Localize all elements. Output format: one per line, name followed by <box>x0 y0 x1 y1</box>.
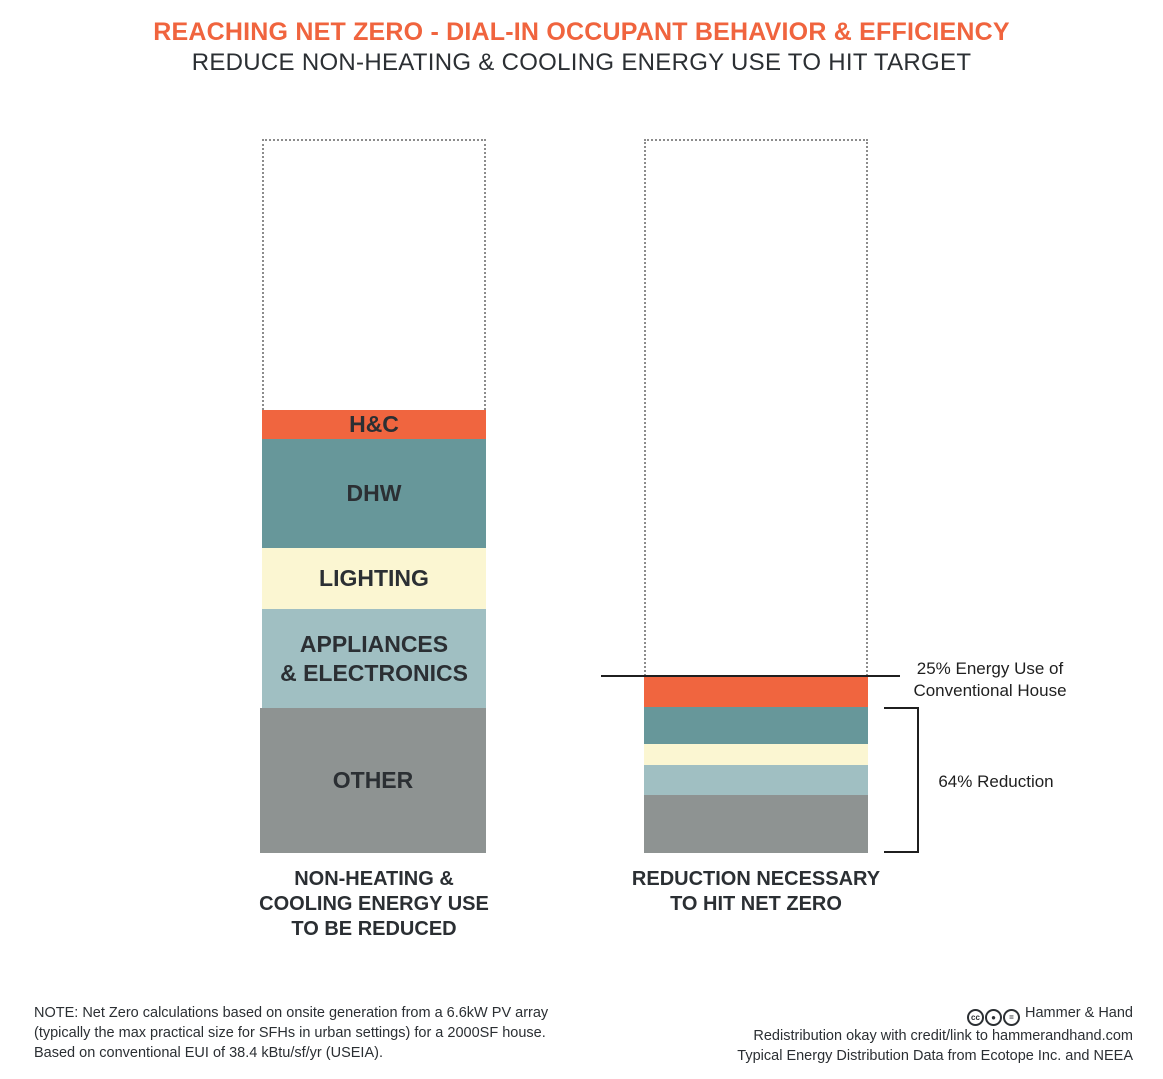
right-caption-line2: TO HIT NET ZERO <box>670 893 842 915</box>
left-caption-line1: NON-HEATING & <box>294 868 454 890</box>
bracket-top <box>884 707 919 709</box>
segment-label-appliances-line1: APPLIANCES <box>299 630 449 657</box>
credit-author: Hammer & Hand <box>1025 1005 1133 1021</box>
segment-label-other: OTHER <box>332 767 414 793</box>
target-line <box>601 675 900 677</box>
left-caption-line3: TO BE REDUCED <box>291 918 457 940</box>
left-caption-line2: COOLING ENERGY USE <box>259 893 489 915</box>
cc-icon: cc <box>966 1009 984 1026</box>
footer-note: NOTE: Net Zero calculations based on ons… <box>34 1003 548 1063</box>
right-bar-segment-appliances <box>644 765 868 795</box>
target-annotation: 25% Energy Use of Conventional House <box>890 658 1090 702</box>
left-bar-capacity-outline <box>262 139 486 414</box>
attribution-icon: ● <box>984 1009 1002 1026</box>
bracket-vertical <box>917 707 919 853</box>
left-bar-segment-other: OTHER <box>260 708 486 853</box>
segment-label-hc: H&C <box>349 411 399 437</box>
credit-line1: cc ● = Hammer & Hand <box>737 1003 1133 1026</box>
credit-line3: Typical Energy Distribution Data from Ec… <box>737 1048 1133 1064</box>
left-bar-caption: NON-HEATING & COOLING ENERGY USE TO BE R… <box>224 867 524 942</box>
left-bar-segment-hc: H&C <box>262 410 486 439</box>
right-bar-segment-lighting <box>644 744 868 765</box>
no-derivatives-icon: = <box>1002 1009 1020 1026</box>
segment-label-dhw: DHW <box>346 480 402 506</box>
note-line2: (typically the max practical size for SF… <box>34 1025 546 1041</box>
right-bar-segment-other <box>644 795 868 853</box>
target-annotation-line1: 25% Energy Use of <box>916 659 1064 678</box>
left-bar-segment-dhw: DHW <box>262 439 486 548</box>
right-bar-caption: REDUCTION NECESSARY TO HIT NET ZERO <box>606 867 906 917</box>
note-line1: NOTE: Net Zero calculations based on ons… <box>34 1005 549 1021</box>
bracket-bottom <box>884 851 919 853</box>
right-bar-segment-dhw <box>644 707 868 744</box>
reduction-annotation: 64% Reduction <box>938 772 1054 791</box>
segment-label-appliances-line2: & ELECTRONICS <box>280 659 468 686</box>
right-bar-capacity-outline <box>644 139 868 679</box>
left-bar-segment-lighting: LIGHTING <box>262 548 486 609</box>
segment-label-lighting: LIGHTING <box>319 565 429 591</box>
target-annotation-line2: Conventional House <box>913 681 1067 700</box>
note-line3: Based on conventional EUI of 38.4 kBtu/s… <box>34 1045 383 1061</box>
footer-credit: cc ● = Hammer & Hand Redistribution okay w… <box>737 1003 1133 1066</box>
chart-subtitle: REDUCE NON-HEATING & COOLING ENERGY USE … <box>191 49 972 76</box>
left-bar-segment-appliances: APPLIANCES & ELECTRONICS <box>262 609 486 708</box>
right-caption-line1: REDUCTION NECESSARY <box>631 868 881 890</box>
credit-line2: Redistribution okay with credit/link to … <box>753 1028 1133 1044</box>
chart-title: REACHING NET ZERO - DIAL-IN OCCUPANT BEH… <box>153 18 1010 46</box>
right-bar-segment-hc <box>644 677 868 707</box>
